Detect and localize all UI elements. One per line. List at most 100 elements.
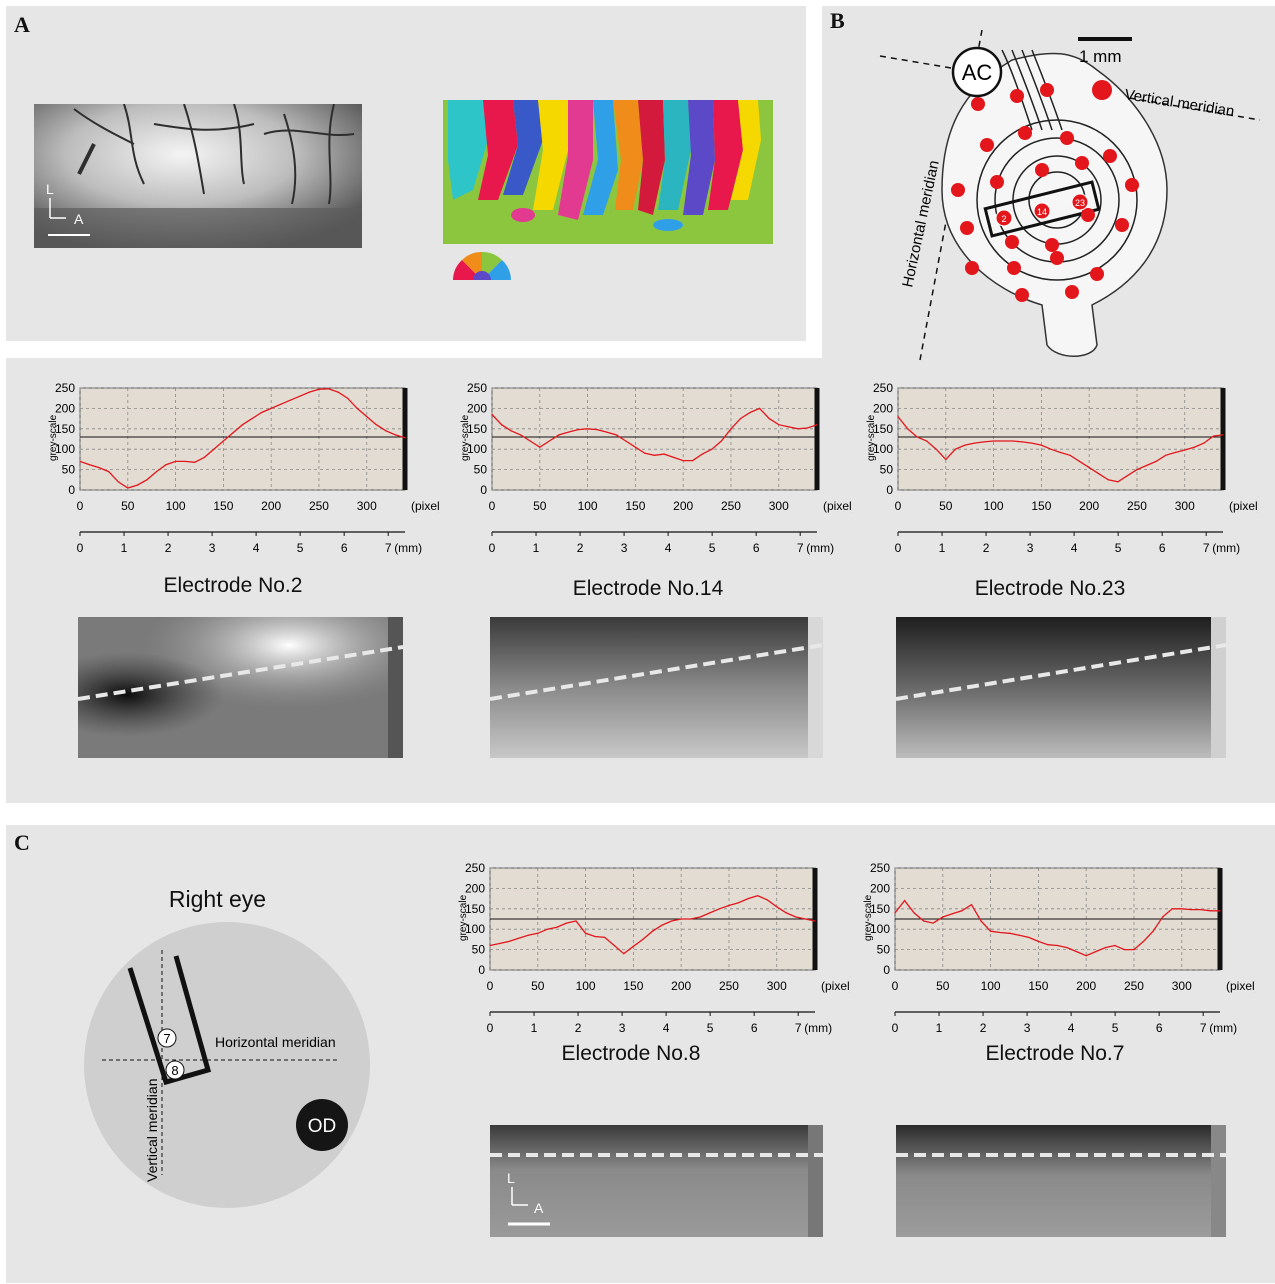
data-point [529,440,531,442]
y-tick-label: 0 [480,483,487,497]
electrode-7-mark: 7 [163,1031,170,1046]
data-point [308,391,311,393]
data-point [935,448,937,450]
data-point [108,471,110,473]
y-tick-label: 100 [467,442,487,456]
electrode-23-label: 23 [1075,198,1085,208]
chart-electrode-2: 050100150200250050100150200250300(pixel)… [48,381,440,555]
data-point [337,391,339,393]
x-tick-label: 150 [213,499,233,513]
data-point [280,403,282,405]
data-point [1114,944,1116,947]
data-point [1009,932,1011,934]
mm-unit-label: (mm) [1209,1021,1237,1035]
y-axis-label: grey-scale [866,414,877,461]
data-point [347,397,349,399]
difference-image-electrode-14 [490,617,823,758]
cross-section-line [896,643,1226,701]
data-point [625,440,627,442]
data-point [747,898,749,900]
plot-area [491,387,818,491]
data-point [1098,473,1100,475]
cross-section-line [78,645,403,701]
data-point [992,440,995,442]
x-tick-label: 0 [489,499,496,513]
data-point [951,913,953,915]
data-point [983,441,985,443]
y-tick-label: 200 [870,881,890,895]
data-point [1193,446,1195,448]
electrode-2-label: 2 [1001,214,1006,224]
x-tick-label: 300 [1172,979,1192,993]
difference-image-electrode-7 [896,1125,1226,1237]
data-point [1181,908,1183,910]
data-point [327,388,330,390]
title-electrode-8: Electrode No.8 [561,1042,701,1065]
mm-tick-label: 3 [621,541,628,555]
x-unit-label: (pixel) [821,979,850,993]
x-tick-label: 100 [576,979,596,993]
data-point [1184,449,1186,451]
mm-tick-label: 6 [1159,541,1166,555]
orientation-marker: L A [46,181,90,236]
mm-tick-label: 3 [1027,541,1034,555]
data-point [1142,940,1145,943]
data-point [1002,440,1004,442]
y-tick-label: 0 [68,483,75,497]
data-point [1040,444,1042,446]
x-tick-label: 300 [357,499,377,513]
data-point [759,407,761,409]
panel-b-label: B [830,8,845,33]
data-point [897,415,899,418]
y-tick-label: 50 [472,943,486,957]
x-tick-label: 200 [1079,499,1099,513]
orientation-l: L [507,1170,515,1186]
od-label: OD [308,1116,337,1137]
horizontal-meridian-label: Horizontal meridian [215,1034,336,1050]
data-point [594,935,596,938]
y-axis-label: grey-scale [458,894,469,941]
data-point [203,456,205,458]
x-tick-label: 100 [981,979,1001,993]
data-point [757,895,759,897]
y-tick-label: 150 [55,422,75,436]
y-tick-label: 50 [877,943,891,957]
data-point [261,411,263,414]
mm-tick-label: 5 [709,541,716,555]
data-point [682,460,684,462]
data-point [98,466,100,469]
data-point [366,415,368,418]
mm-tick-label: 1 [936,1021,943,1035]
data-point [251,418,253,420]
scale-bar-label: 1 mm [1079,47,1122,66]
data-point [1203,442,1205,444]
y-tick-label: 150 [467,422,487,436]
x-unit-label: (pixel) [1226,979,1255,993]
x-tick-label: 200 [261,499,281,513]
data-point [797,428,799,430]
selected-electrode-box [983,180,1101,238]
orientation-a: A [534,1200,544,1216]
x-tick-label: 50 [936,979,950,993]
mm-tick-label: 4 [1068,1021,1075,1035]
data-point [527,934,529,936]
data-point [174,460,177,463]
data-point [510,430,512,432]
data-point [1050,448,1052,450]
data-point [1079,460,1081,463]
panel-c-label: C [14,830,30,855]
data-point [1085,955,1087,957]
panel-a-label: A [14,12,30,37]
data-point [776,906,778,908]
y-axis-label: grey-scale [460,414,471,461]
title-electrode-23: Electrode No.23 [974,577,1126,600]
horizontal-meridian-label: Horizontal meridian [899,159,942,289]
data-point [404,437,406,439]
data-point [596,429,598,431]
title-electrode-2: Electrode No.2 [163,574,303,597]
data-point [778,424,780,426]
data-point [690,918,692,920]
data-point [184,460,186,463]
array-outline [941,52,1168,357]
data-point [1056,944,1059,947]
